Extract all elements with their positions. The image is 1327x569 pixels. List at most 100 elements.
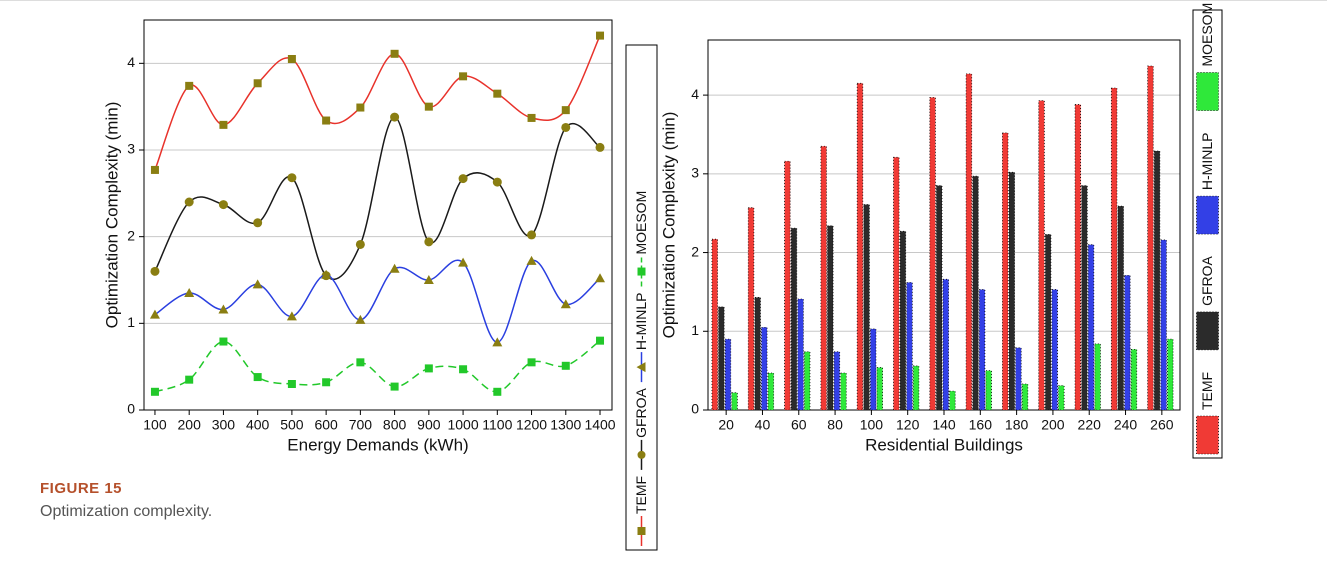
bar	[1081, 185, 1088, 411]
marker	[458, 257, 469, 267]
marker	[149, 309, 160, 319]
x-tick-label: 1000	[447, 417, 478, 433]
y-tick-label: 2	[691, 243, 699, 259]
marker	[595, 273, 606, 283]
x-tick-label: 700	[349, 417, 373, 433]
x-tick-label: 260	[1150, 417, 1174, 433]
legend-label: MOESOM	[1199, 3, 1215, 67]
bar	[929, 97, 936, 411]
x-tick-label: 140	[932, 417, 956, 433]
bar	[1021, 383, 1029, 411]
bar	[747, 207, 755, 411]
x-tick-label: 100	[860, 417, 884, 433]
legend-label: TEMF	[633, 476, 649, 514]
legend-swatch	[1196, 72, 1219, 111]
bar	[1074, 104, 1082, 411]
x-tick-label: 80	[827, 417, 843, 433]
marker	[459, 365, 468, 374]
marker	[596, 31, 605, 40]
marker	[595, 142, 605, 152]
bar	[1038, 100, 1045, 411]
marker	[286, 311, 297, 321]
bar	[790, 227, 798, 411]
x-tick-label: 300	[212, 417, 236, 433]
bar	[906, 282, 913, 411]
legend: TEMF GFROA H-MINLP MOESOM	[1196, 3, 1219, 455]
marker	[150, 165, 159, 174]
bar	[856, 82, 864, 411]
marker	[390, 49, 399, 58]
marker	[150, 266, 160, 276]
legend-swatch	[1196, 195, 1219, 235]
marker	[218, 200, 228, 210]
legend-label: GFROA	[1199, 255, 1215, 305]
marker	[596, 336, 605, 345]
y-axis-title: Optimization Complexity (min)	[659, 112, 678, 339]
bar	[1124, 274, 1131, 411]
marker	[527, 230, 537, 240]
x-tick-label: 500	[280, 417, 304, 433]
bar	[767, 372, 775, 411]
bar	[1044, 234, 1052, 411]
marker	[184, 197, 194, 207]
legend-label: H-MINLP	[633, 293, 649, 351]
x-tick-label: 200	[178, 417, 202, 433]
legend-marker	[636, 362, 646, 373]
bar	[978, 289, 986, 411]
bar	[1094, 343, 1101, 411]
legend-label: TEMF	[1199, 372, 1215, 410]
legend-swatch	[1196, 311, 1219, 351]
marker	[356, 358, 365, 367]
bar	[840, 372, 847, 411]
bar	[949, 390, 956, 411]
bar	[1130, 348, 1138, 411]
marker	[424, 102, 433, 111]
bar	[1087, 244, 1095, 411]
x-tick-label: 400	[246, 417, 270, 433]
bar	[784, 160, 791, 411]
x-tick-label: 120	[896, 417, 920, 433]
marker	[356, 103, 365, 112]
bar	[899, 230, 907, 411]
marker	[287, 380, 296, 388]
x-tick-label: 60	[791, 417, 807, 433]
x-tick-label: 220	[1078, 417, 1102, 433]
bar	[942, 278, 949, 411]
marker	[321, 269, 332, 279]
bar	[754, 297, 761, 411]
marker	[184, 288, 195, 297]
bar	[876, 367, 883, 411]
bar	[1002, 132, 1009, 411]
marker	[219, 337, 228, 346]
marker	[492, 337, 503, 347]
marker	[527, 113, 536, 122]
series-line	[154, 259, 601, 344]
marker	[423, 275, 434, 284]
figure-label: FIGURE 15	[40, 480, 122, 497]
x-tick-label: 1300	[550, 417, 581, 433]
bar	[1153, 150, 1161, 411]
x-tick-label: 240	[1114, 417, 1138, 433]
x-tick-label: 800	[383, 417, 407, 433]
legend-marker	[637, 267, 646, 276]
marker	[355, 314, 366, 324]
marker	[322, 378, 331, 387]
marker	[526, 255, 537, 265]
marker	[424, 364, 433, 373]
legend-label: MOESOM	[633, 191, 649, 255]
figure-caption: Optimization complexity.	[40, 503, 212, 520]
marker	[219, 120, 228, 129]
x-tick-label: 20	[718, 417, 734, 433]
marker	[150, 387, 159, 396]
marker	[355, 239, 365, 249]
y-tick-label: 4	[127, 54, 135, 70]
legend-marker	[637, 527, 646, 535]
x-tick-label: 900	[417, 417, 441, 433]
y-tick-label: 3	[127, 141, 135, 157]
marker	[287, 173, 297, 183]
bar	[936, 185, 943, 411]
marker	[561, 361, 570, 370]
marker	[424, 237, 434, 247]
marker	[253, 218, 263, 228]
